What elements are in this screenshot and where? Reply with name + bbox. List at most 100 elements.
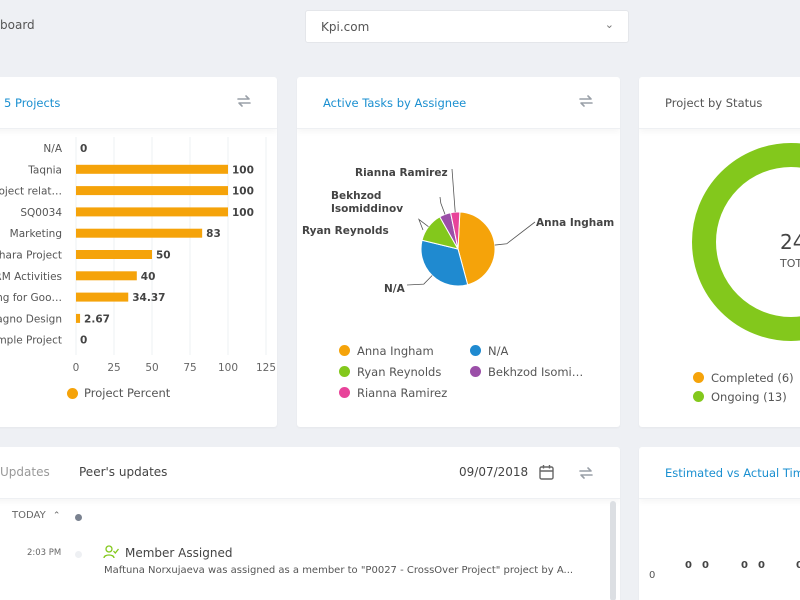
- tab-my-updates[interactable]: Updates: [0, 465, 50, 479]
- pie-chart: [406, 168, 536, 287]
- refresh-icon[interactable]: [576, 463, 596, 483]
- leader-line: [418, 218, 429, 231]
- value-label: 34.37: [132, 292, 165, 304]
- legend-dot-completed: [693, 372, 704, 383]
- date-value[interactable]: 09/07/2018: [459, 465, 529, 479]
- donut-center-value: 24: [780, 230, 800, 254]
- category-label: project relat…: [0, 186, 62, 198]
- updates-card: Updates Peer's updates 09/07/2018 TODAY …: [0, 447, 620, 600]
- update-title: Member Assigned: [125, 546, 233, 560]
- card-title: Active Tasks by Assignee: [323, 96, 467, 110]
- legend-dot-ryan: [339, 366, 350, 377]
- x-tick-label: 0: [73, 362, 80, 374]
- value-label: 40: [141, 271, 156, 283]
- chevron-down-icon: ⌄: [604, 18, 614, 31]
- value-label: 100: [232, 164, 254, 176]
- update-text: Maftuna Norxujaeva was assigned as a mem…: [104, 565, 574, 576]
- pie-label-ryan: Ryan Reynolds: [302, 225, 389, 237]
- pie-label-anna: Anna Ingham: [536, 217, 615, 229]
- pie-label-na: N/A: [384, 283, 405, 295]
- pie-label-bekhzod-line1: Bekhzod: [331, 190, 382, 202]
- project-select-value: Kpi.com: [321, 20, 370, 34]
- x-tick-label: 100: [218, 362, 238, 374]
- today-text: TODAY: [12, 510, 46, 521]
- bar: [76, 250, 152, 259]
- bar: [76, 292, 129, 302]
- user-check-icon: [103, 545, 119, 559]
- card-header: 5 Projects: [0, 77, 277, 129]
- legend-label: Project Percent: [84, 386, 171, 400]
- category-label: hara Project: [0, 250, 62, 262]
- leader-line: [439, 196, 446, 215]
- legend-dot-bekhzod: [470, 366, 481, 377]
- value-label: 2.67: [84, 313, 110, 325]
- refresh-icon[interactable]: [576, 91, 596, 111]
- legend-rianna: Rianna Ramirez: [357, 386, 448, 400]
- pie-slice: [457, 211, 496, 286]
- x-tick-label: 50: [145, 362, 158, 374]
- leader-line: [494, 221, 536, 246]
- legend-anna: Anna Ingham: [357, 344, 434, 358]
- card-header: Estimated vs Actual Time: [639, 447, 800, 499]
- active-tasks-card: Active Tasks by Assignee Rianna Ramirez …: [297, 77, 620, 427]
- value-label: 0: [758, 560, 765, 571]
- bar: [76, 186, 228, 196]
- project-select[interactable]: Kpi.com ⌄: [305, 10, 629, 43]
- legend-dot-rianna: [339, 387, 350, 398]
- calendar-icon[interactable]: [538, 464, 555, 481]
- card-title: Estimated vs Actual Time: [665, 466, 800, 480]
- bar: [76, 207, 228, 217]
- category-label: SQ0034: [20, 207, 62, 219]
- timeline-dot: [75, 551, 82, 558]
- top-projects-card: 5 Projects 0 25 50 75 100 125 N/A 0 Taqnia 100 pro…: [0, 77, 277, 427]
- est-vs-actual-card: Estimated vs Actual Time 0 0 0 0 0 0 0: [639, 447, 800, 600]
- axis-zero-label: 0: [649, 570, 656, 581]
- value-label: 0: [80, 143, 87, 155]
- breadcrumb[interactable]: board: [0, 18, 35, 32]
- card-header: Project by Status: [639, 77, 800, 129]
- value-label: 50: [156, 250, 171, 262]
- card-header: Active Tasks by Assignee: [297, 77, 620, 129]
- value-label: 0: [80, 335, 87, 347]
- pie-label-rianna: Rianna Ramirez: [355, 167, 448, 179]
- legend-ongoing: Ongoing (13): [711, 390, 787, 404]
- donut-chart: [692, 143, 800, 341]
- value-label: 0: [685, 560, 692, 571]
- x-tick-label: 25: [107, 362, 120, 374]
- bar: [76, 164, 228, 174]
- value-label: 100: [232, 186, 254, 198]
- chevron-up-icon: ⌃: [52, 511, 61, 521]
- tab-peers-updates[interactable]: Peer's updates: [79, 465, 168, 479]
- legend-dot-ongoing: [693, 391, 704, 402]
- bar: [76, 313, 81, 323]
- scrollbar[interactable]: [610, 501, 616, 600]
- donut-segment-ongoing: [692, 143, 800, 341]
- leader-line: [406, 275, 433, 286]
- value-label: 0: [702, 560, 709, 571]
- legend-na: N/A: [488, 344, 509, 358]
- leader-line: [451, 168, 456, 213]
- category-label: Marketing: [10, 228, 62, 240]
- legend-completed: Completed (6): [711, 371, 794, 385]
- category-label: mple Project: [0, 335, 62, 347]
- pie-label-bekhzod-line2: Isomiddinov: [331, 203, 404, 215]
- category-label: ing for Goo…: [0, 292, 62, 304]
- category-label: agno Design: [0, 313, 62, 325]
- legend-ryan: Ryan Reynolds: [357, 365, 442, 379]
- refresh-icon[interactable]: [234, 91, 254, 111]
- x-tick-label: 125: [256, 362, 276, 374]
- value-label: 0: [796, 560, 800, 571]
- category-label: Taqnia: [27, 164, 62, 176]
- bar: [76, 271, 137, 281]
- value-label: 100: [232, 207, 254, 219]
- donut-center-label: TOT: [780, 257, 800, 270]
- top-bar: board Kpi.com ⌄: [0, 0, 800, 54]
- update-time: 2:03 PM: [27, 548, 62, 558]
- card-header: Updates Peer's updates 09/07/2018: [0, 447, 620, 499]
- today-label[interactable]: TODAY ⌃: [12, 510, 60, 521]
- project-status-card: Project by Status 24 TOT Completed (6) O…: [639, 77, 800, 427]
- bar: [76, 228, 203, 238]
- legend-bekhzod: Bekhzod Isomi…: [488, 365, 584, 379]
- card-title: Project by Status: [665, 96, 763, 110]
- card-title: 5 Projects: [4, 96, 61, 110]
